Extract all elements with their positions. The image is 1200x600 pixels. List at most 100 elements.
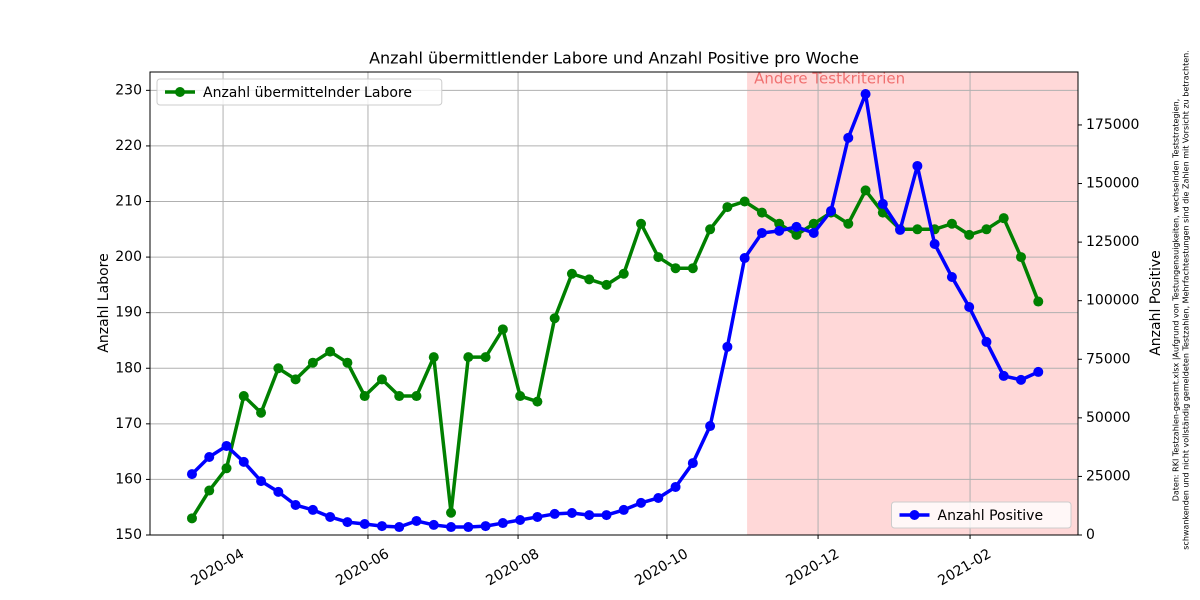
data-point (601, 510, 612, 521)
data-point (636, 218, 647, 229)
data-point (964, 229, 975, 240)
data-point (515, 515, 526, 526)
data-point (376, 374, 387, 385)
data-point (186, 513, 197, 524)
data-point (186, 469, 197, 480)
y-tick-label: 180 (115, 360, 142, 376)
data-point (636, 497, 647, 508)
note: schwankenden und nicht vollständig gemel… (1182, 50, 1191, 550)
data-point (256, 476, 267, 487)
data-point (584, 510, 595, 521)
data-point (946, 272, 957, 283)
data-point (566, 268, 577, 279)
data-point (895, 224, 906, 235)
data-point (912, 224, 923, 235)
x-tick-label: 2020-10 (632, 546, 691, 589)
data-point (446, 522, 457, 533)
data-point (238, 391, 249, 402)
data-point (860, 89, 871, 100)
data-point (670, 263, 681, 274)
data-point (428, 352, 439, 363)
data-point (826, 205, 837, 216)
legend-label: Anzahl Positive (938, 508, 1044, 524)
data-point (532, 396, 543, 407)
data-point (687, 458, 698, 469)
data-point (446, 507, 457, 518)
data-point (273, 486, 284, 497)
data-point (342, 517, 353, 528)
data-point (618, 268, 629, 279)
data-point (359, 518, 370, 529)
data-point (739, 196, 750, 207)
data-point (808, 218, 819, 229)
data-point (325, 346, 336, 357)
data-point (843, 218, 854, 229)
data-point (946, 218, 957, 229)
chart-title: Anzahl übermittlender Labore und Anzahl … (369, 49, 859, 68)
data-point (808, 227, 819, 238)
y-tick-label: 150 (115, 527, 142, 543)
y2-tick-label: 50000 (1086, 410, 1131, 426)
data-point (1033, 366, 1044, 377)
y-tick-label: 170 (115, 416, 142, 432)
legend-marker (175, 87, 185, 97)
note: Daten: RKI Testzahlen-gesamt.xlsx |Aufgr… (1172, 99, 1181, 502)
y2-axis-label: Anzahl Positive (1148, 250, 1164, 356)
x-tick-label: 2020-08 (483, 546, 542, 589)
data-point (998, 370, 1009, 381)
data-point (1016, 252, 1027, 263)
data-point (497, 518, 508, 529)
data-point (981, 224, 992, 235)
data-point (739, 253, 750, 264)
highlight-span (747, 72, 1078, 535)
data-point (342, 357, 353, 368)
y-tick-label: 200 (115, 249, 142, 265)
x-tick-label: 2021-02 (935, 546, 994, 589)
data-point (221, 440, 232, 451)
data-point (756, 207, 767, 218)
legend-label: Anzahl übermittelnder Labore (203, 85, 412, 101)
data-point (497, 324, 508, 335)
data-point (722, 202, 733, 213)
y2-tick-label: 0 (1086, 527, 1095, 543)
data-point (791, 229, 802, 240)
x-tick-label: 2020-04 (188, 546, 247, 589)
data-point (584, 274, 595, 285)
data-point (705, 224, 716, 235)
data-point (687, 263, 698, 274)
data-point (877, 198, 888, 209)
data-point (290, 374, 301, 385)
y2-tick-label: 175000 (1086, 117, 1139, 133)
data-point (480, 352, 491, 363)
data-point (566, 507, 577, 518)
data-point (480, 521, 491, 532)
data-point (515, 391, 526, 402)
y-tick-label: 210 (115, 194, 142, 210)
data-point (998, 213, 1009, 224)
y-tick-label: 230 (115, 82, 142, 98)
data-point (791, 221, 802, 232)
data-point (722, 341, 733, 352)
data-point (756, 227, 767, 238)
data-point (618, 504, 629, 515)
y-tick-label: 160 (115, 471, 142, 487)
y2-tick-label: 125000 (1086, 234, 1139, 250)
data-point (774, 218, 785, 229)
data-point (705, 421, 716, 432)
data-point (221, 463, 232, 474)
data-point (463, 352, 474, 363)
data-point (653, 252, 664, 263)
y2-tick-label: 75000 (1086, 351, 1131, 367)
data-point (549, 313, 560, 324)
legend-marker (909, 510, 920, 520)
data-point (601, 279, 612, 290)
data-point (1033, 296, 1044, 307)
data-point (411, 515, 422, 526)
data-point (307, 357, 318, 368)
data-point (843, 132, 854, 143)
data-point (1016, 374, 1027, 385)
data-point (670, 481, 681, 492)
data-point (981, 336, 992, 347)
data-point (256, 407, 267, 418)
data-point (964, 302, 975, 313)
